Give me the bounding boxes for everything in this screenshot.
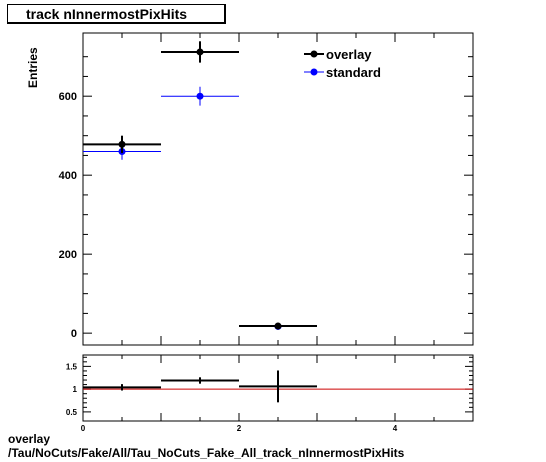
y-tick-label: 0	[71, 328, 77, 340]
y-axis-label: Entries	[26, 47, 40, 88]
ratio-y-tick-label: 1	[73, 385, 78, 394]
legend-label-overlay: overlay	[326, 47, 372, 62]
chart-title-box: track nInnermostPixHits	[7, 4, 226, 24]
legend-label-standard: standard	[326, 65, 381, 80]
overlay-point	[196, 48, 204, 56]
legend: overlay standard	[304, 47, 381, 80]
main-plot-frame	[82, 32, 474, 346]
legend-marker-overlay	[310, 50, 318, 58]
legend-marker-standard	[310, 68, 318, 76]
y-tick-label: 600	[59, 91, 77, 103]
ratio-x-tick-label: 2	[237, 424, 242, 433]
chart-title: track nInnermostPixHits	[26, 6, 188, 22]
overlay-point	[274, 322, 282, 330]
ratio-plot: 0.5 1 1.5 0 2 4	[66, 354, 474, 433]
y-tick-label: 200	[59, 249, 77, 261]
standard-point	[196, 92, 204, 100]
footer: overlay /Tau/NoCuts/Fake/All/Tau_NoCuts_…	[8, 432, 404, 460]
ratio-x-tick-label: 4	[393, 424, 398, 433]
ratio-y-tick-label: 0.5	[66, 408, 78, 417]
overlay-point	[118, 140, 126, 148]
y-tick-label: 400	[59, 170, 77, 182]
ratio-y-tick-label: 1.5	[66, 362, 78, 371]
footer-line-1: overlay	[8, 432, 51, 446]
main-plot: 0 200 400 600 Entries	[26, 32, 474, 346]
footer-path: /Tau/NoCuts/Fake/All/Tau_NoCuts_Fake_All…	[8, 446, 405, 460]
ratio-x-tick-label: 0	[81, 424, 86, 433]
